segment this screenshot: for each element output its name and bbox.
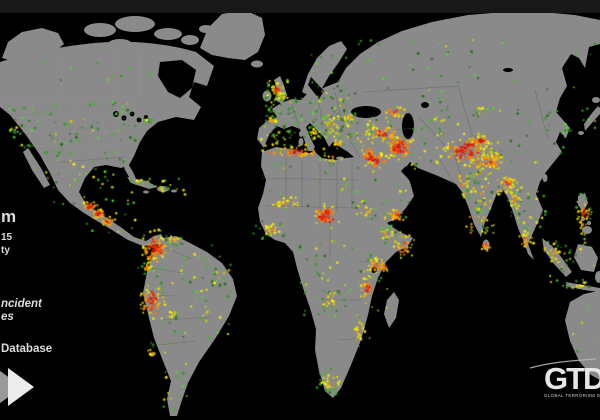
- chevron-right-icon-front: [8, 368, 34, 406]
- letterbox-bar: [0, 0, 600, 13]
- caption-title-fragment: m: [1, 207, 17, 226]
- next-slide-arrows[interactable]: [0, 366, 60, 408]
- caption-years-fragment: 15: [1, 232, 13, 243]
- caption-subtitle-fragment: ty: [1, 245, 10, 256]
- logo-swoosh-icon: [529, 358, 597, 369]
- caption-incident-fragment: ncident: [1, 298, 42, 310]
- caption-source-fragment: Database: [1, 343, 53, 355]
- gtd-logo-acronym: GTD: [544, 361, 600, 396]
- caption-fatalities-fragment: es: [1, 311, 14, 323]
- gtd-logo: GTD GLOBAL TERRORISM DATABASE: [544, 361, 600, 402]
- gtd-logo-wordmark: GLOBAL TERRORISM DATABASE: [544, 393, 600, 399]
